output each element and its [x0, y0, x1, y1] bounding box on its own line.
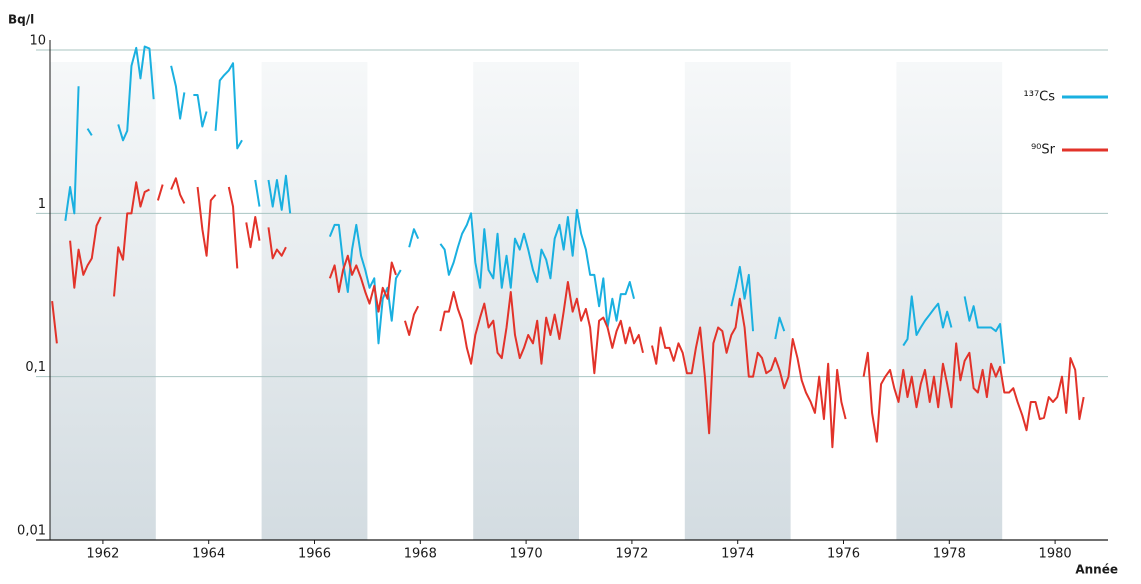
shaded-band: [50, 62, 156, 540]
shaded-band: [473, 62, 579, 540]
x-tick-label: 1970: [510, 547, 543, 562]
y-tick-label: 0,1: [25, 360, 46, 375]
x-tick-label: 1976: [827, 547, 860, 562]
series-line: [51, 177, 1085, 449]
y-tick-label: 0,01: [17, 524, 46, 539]
y-tick-label: 10: [29, 34, 46, 49]
x-tick-label: 1978: [933, 547, 966, 562]
shaded-band: [896, 62, 1003, 540]
shaded-band: [261, 62, 368, 540]
x-tick-label: 1966: [298, 547, 331, 562]
x-tick-label: 1968: [404, 547, 437, 562]
x-tick-label: 1972: [615, 547, 648, 562]
series-line: [64, 45, 1006, 364]
x-tick-label: 1962: [86, 547, 119, 562]
grid: [36, 40, 1108, 544]
legend-label: ⁹⁰Sr: [1031, 143, 1056, 158]
x-axis-label: Année: [1075, 563, 1118, 577]
legend-label: ¹³⁷Cs: [1024, 90, 1056, 105]
x-tick-label: 1974: [721, 547, 754, 562]
shaded-band: [684, 62, 791, 540]
y-axis-label: Bq/l: [8, 13, 34, 27]
labels: Bq/l Année 0,01 0,1 1 10 1962 1964 1966 1968 197…: [8, 13, 1118, 577]
x-tick-label: 1980: [1039, 547, 1072, 562]
bands: [50, 62, 1003, 540]
y-tick-label: 1: [38, 197, 46, 212]
x-tick-label: 1964: [192, 547, 225, 562]
lines: [51, 45, 1085, 449]
